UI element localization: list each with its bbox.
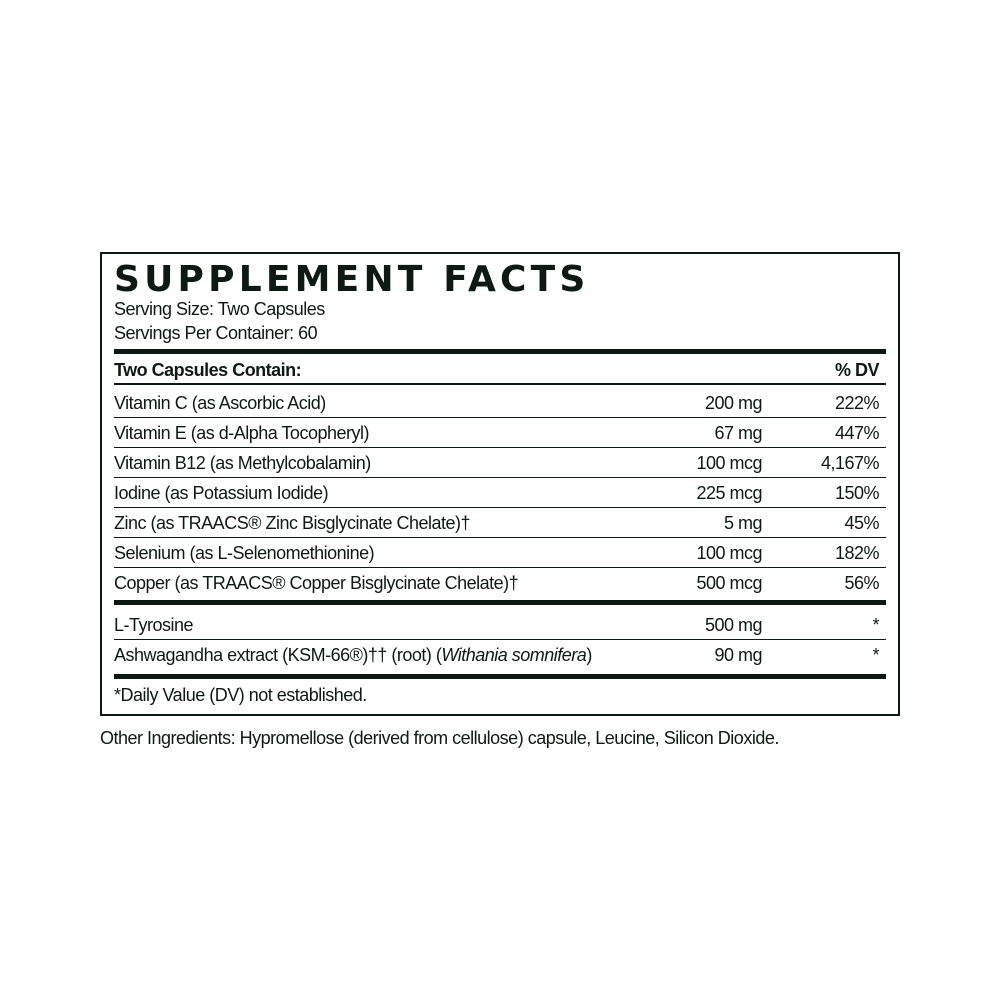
nutrient-name: Iodine (as Potassium Iodide): [114, 483, 329, 503]
nutrient-row: Zinc (as TRAACS® Zinc Bisglycinate Chela…: [114, 508, 886, 538]
nutrient-amount: 100 mcg: [696, 453, 762, 473]
nutrient-dv: *: [872, 615, 879, 635]
supplement-facts-panel: SUPPLEMENT FACTS Serving Size: Two Capsu…: [100, 252, 900, 716]
nutrient-row: Ashwagandha extract (KSM-66®)†† (root) (…: [114, 640, 886, 670]
nutrient-row: Copper (as TRAACS® Copper Bisglycinate C…: [114, 568, 886, 598]
footnote: *Daily Value (DV) not established.: [114, 680, 886, 710]
thick-divider: [114, 600, 886, 605]
nutrient-row: Vitamin E (as d-Alpha Tocopheryl) 67 mg 44…: [114, 418, 886, 448]
nutrient-name: Vitamin B12 (as Methylcobalamin): [114, 453, 371, 473]
nutrient-amount: 200 mg: [704, 393, 763, 413]
nutrient-name: Vitamin E (as d-Alpha Tocopheryl): [114, 423, 369, 443]
header-contain: Two Capsules Contain:: [114, 360, 302, 380]
nutrient-dv: 4,167%: [820, 453, 880, 473]
row-divider: [114, 477, 886, 478]
nutrient-dv: 222%: [834, 393, 880, 413]
nutrient-dv: 45%: [844, 513, 879, 533]
nutrient-name: Selenium (as L-Selenomethionine): [114, 543, 375, 563]
row-divider: [114, 417, 886, 418]
nutrient-amount: 225 mcg: [696, 483, 762, 503]
row-divider: [114, 447, 886, 448]
serving-size: Serving Size: Two Capsules: [114, 299, 325, 319]
thick-divider: [114, 349, 886, 354]
nutrient-row: Vitamin B12 (as Methylcobalamin) 100 mcg 4…: [114, 448, 886, 478]
nutrient-row: L-Tyrosine 500 mg *: [114, 610, 886, 640]
row-divider: [114, 537, 886, 538]
nutrient-dv: 447%: [834, 423, 880, 443]
nutrient-amount: 90 mg: [714, 645, 762, 665]
nutrient-amount: 100 mcg: [696, 543, 762, 563]
footnote-text: *Daily Value (DV) not established.: [114, 685, 367, 705]
row-divider: [114, 639, 886, 640]
nutrient-name: Vitamin C (as Ascorbic Acid): [114, 393, 326, 413]
row-divider: [114, 507, 886, 508]
nutrient-row: Vitamin C (as Ascorbic Acid) 200 mg 222%: [114, 388, 886, 418]
nutrient-amount: 500 mg: [704, 615, 763, 635]
panel-title: SUPPLEMENT FACTS: [114, 259, 590, 300]
nutrient-amount: 500 mcg: [696, 573, 762, 593]
nutrient-dv: 56%: [844, 573, 879, 593]
nutrient-name: Zinc (as TRAACS® Zinc Bisglycinate Chela…: [114, 513, 471, 533]
nutrient-dv: *: [872, 645, 879, 665]
nutrient-row: Selenium (as L-Selenomethionine) 100 mcg 1…: [114, 538, 886, 568]
nutrient-row: Iodine (as Potassium Iodide) 225 mcg 150%: [114, 478, 886, 508]
nutrient-name: Ashwagandha extract (KSM-66®)†† (root) (…: [114, 645, 592, 665]
header-dv: % DV: [834, 360, 880, 380]
nutrient-dv: 182%: [834, 543, 880, 563]
nutrient-amount: 67 mg: [714, 423, 762, 443]
thick-divider: [114, 674, 886, 679]
header-row: Two Capsules Contain: % DV: [114, 355, 886, 385]
nutrient-dv: 150%: [834, 483, 880, 503]
row-divider: [114, 567, 886, 568]
other-ingredients: Other Ingredients: Hypromellose (derived…: [100, 728, 779, 748]
servings-per-container: Servings Per Container: 60: [114, 323, 318, 343]
nutrient-name: L-Tyrosine: [114, 615, 194, 635]
nutrient-name: Copper (as TRAACS® Copper Bisglycinate C…: [114, 573, 519, 593]
nutrient-amount: 5 mg: [723, 513, 763, 533]
